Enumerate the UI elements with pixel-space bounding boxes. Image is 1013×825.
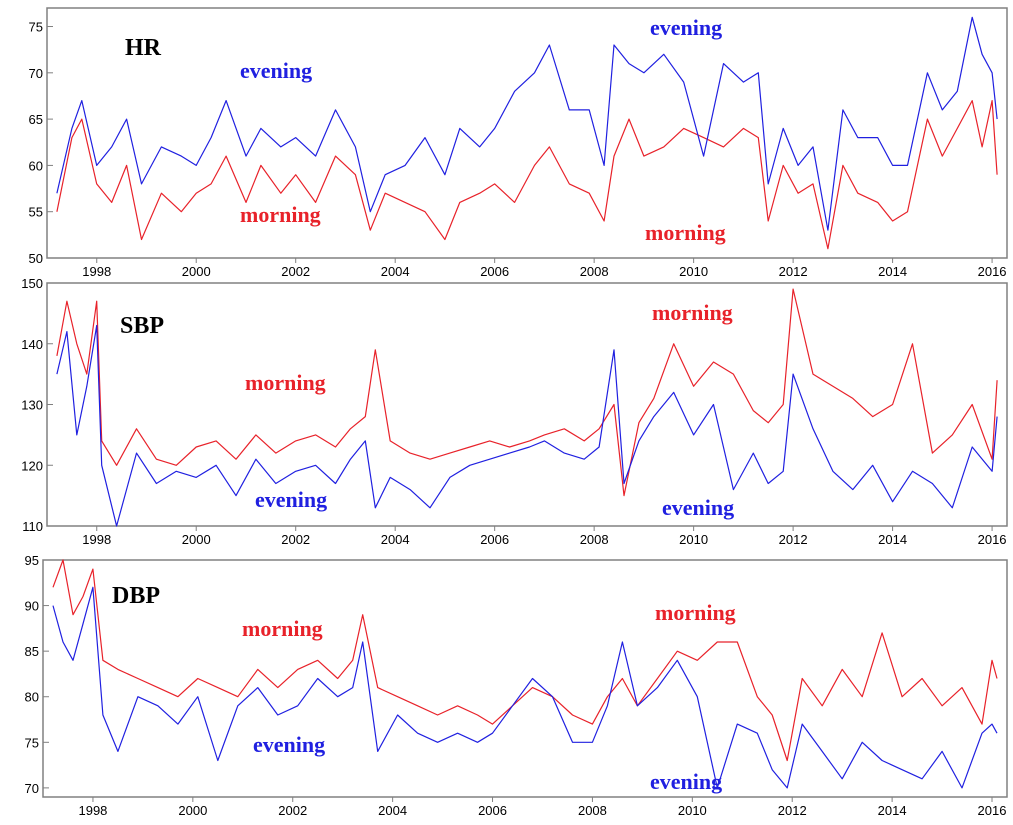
y-tick-label: 70 xyxy=(25,781,39,796)
y-tick-label: 85 xyxy=(25,644,39,659)
panel-sbp: 110 120 130 140 150 1998 2000 2002 2004 2006 2008… xyxy=(21,276,1008,547)
x-tick-label: 2008 xyxy=(580,532,609,547)
series-line-morning xyxy=(56,99,998,250)
series-label-morning: morning xyxy=(240,202,321,227)
plot-frame-sbp xyxy=(46,282,1008,527)
x-tick-label: 1998 xyxy=(82,264,111,279)
series-label-evening: evening xyxy=(253,732,325,757)
x-tick-label: 2002 xyxy=(278,803,307,818)
x-tick-label: 2000 xyxy=(178,803,207,818)
y-tick-label: 95 xyxy=(25,553,39,568)
plot-frame-dbp xyxy=(42,559,1008,798)
series-label-morning: morning xyxy=(655,600,736,625)
panel-title-sbp: SBP xyxy=(120,313,164,339)
series-line-evening xyxy=(56,324,998,527)
series-label-evening: evening xyxy=(650,15,722,40)
panel-hr: 50 55 60 65 70 75 1998 2000 2002 2004 2006 2008 201… xyxy=(29,7,1008,279)
x-tick-label: 2006 xyxy=(480,264,509,279)
series-line-morning xyxy=(56,288,998,497)
series-label-morning: morning xyxy=(645,220,726,245)
x-tick-label: 1998 xyxy=(78,803,107,818)
panel-dbp: 70 75 80 85 90 95 1998 2000 2002 2004 2006 2008 201… xyxy=(25,553,1008,818)
x-tick-label: 2014 xyxy=(878,803,907,818)
y-axis-sbp: 110 120 130 140 150 xyxy=(21,276,53,534)
y-tick-label: 65 xyxy=(29,112,43,127)
x-tick-label: 2006 xyxy=(478,803,507,818)
x-tick-label: 2012 xyxy=(779,532,808,547)
x-axis-sbp: 1998 2000 2002 2004 2006 2008 2010 2012 2014 2016 xyxy=(82,526,1007,547)
y-axis-hr: 50 55 60 65 70 75 xyxy=(29,20,53,266)
y-tick-label: 70 xyxy=(29,66,43,81)
y-tick-label: 90 xyxy=(25,599,39,614)
y-tick-label: 150 xyxy=(21,276,43,291)
y-tick-label: 75 xyxy=(29,20,43,35)
series-lines-sbp xyxy=(56,288,998,527)
series-label-evening: evening xyxy=(255,487,327,512)
series-label-evening: evening xyxy=(650,769,722,794)
x-tick-label: 2010 xyxy=(678,803,707,818)
panel-title-hr: HR xyxy=(125,35,162,61)
x-axis-dbp: 1998 2000 2002 2004 2006 2008 2010 2012 2014 2016 xyxy=(78,797,1006,818)
y-tick-label: 140 xyxy=(21,337,43,352)
x-tick-label: 2000 xyxy=(182,264,211,279)
x-tick-label: 2004 xyxy=(378,803,407,818)
x-tick-label: 2016 xyxy=(978,803,1007,818)
x-tick-label: 2004 xyxy=(381,264,410,279)
y-tick-label: 110 xyxy=(22,519,43,534)
x-axis-hr: 1998 2000 2002 2004 2006 2008 2010 2012 2014 2016 xyxy=(82,258,1007,279)
x-tick-label: 1998 xyxy=(82,532,111,547)
series-lines-hr xyxy=(56,16,998,250)
y-tick-label: 50 xyxy=(29,251,43,266)
series-line-evening xyxy=(56,16,998,231)
series-label-evening: evening xyxy=(240,58,312,83)
series-label-morning: morning xyxy=(245,370,326,395)
x-tick-label: 2010 xyxy=(679,532,708,547)
panel-title-dbp: DBP xyxy=(112,583,160,609)
plot-frame-hr xyxy=(46,7,1008,259)
y-tick-label: 130 xyxy=(21,398,43,413)
y-tick-label: 60 xyxy=(29,158,43,173)
x-tick-label: 2016 xyxy=(978,264,1007,279)
x-tick-label: 2002 xyxy=(281,532,310,547)
x-tick-label: 2004 xyxy=(381,532,410,547)
y-axis-dbp: 70 75 80 85 90 95 xyxy=(25,553,49,796)
x-tick-label: 2008 xyxy=(580,264,609,279)
y-tick-label: 120 xyxy=(21,458,43,473)
x-tick-label: 2010 xyxy=(679,264,708,279)
x-tick-label: 2006 xyxy=(480,532,509,547)
series-lines-dbp xyxy=(52,559,998,789)
y-tick-label: 55 xyxy=(29,205,43,220)
y-tick-label: 75 xyxy=(25,735,39,750)
x-tick-label: 2000 xyxy=(182,532,211,547)
x-tick-label: 2012 xyxy=(778,803,807,818)
x-tick-label: 2014 xyxy=(878,532,907,547)
series-label-morning: morning xyxy=(652,300,733,325)
y-tick-label: 80 xyxy=(25,690,39,705)
x-tick-label: 2014 xyxy=(878,264,907,279)
series-line-evening xyxy=(52,586,998,789)
series-label-morning: morning xyxy=(242,616,323,641)
x-tick-label: 2016 xyxy=(978,532,1007,547)
x-tick-label: 2008 xyxy=(578,803,607,818)
x-tick-label: 2002 xyxy=(281,264,310,279)
x-tick-label: 2012 xyxy=(779,264,808,279)
series-label-evening: evening xyxy=(662,495,734,520)
